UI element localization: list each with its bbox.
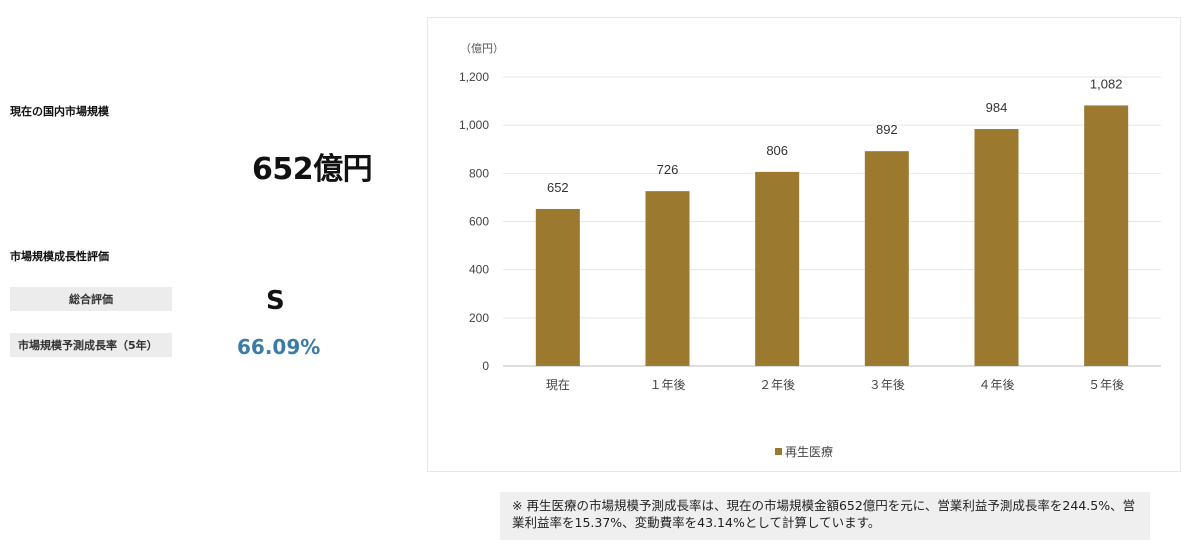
growth-rate-value: 66.09%	[237, 335, 321, 359]
y-tick-label: 800	[469, 166, 489, 180]
legend-label: 再生医療	[785, 445, 833, 459]
bar	[1084, 105, 1129, 366]
y-unit-label: （億円）	[460, 42, 504, 55]
data-label: 806	[766, 143, 788, 158]
data-label: 652	[547, 180, 569, 195]
growth-evaluation-title: 市場規模成長性評価	[10, 250, 109, 263]
x-tick-label: ４年後	[978, 378, 1014, 392]
x-tick-label: ３年後	[869, 378, 905, 392]
data-label: 1,082	[1090, 76, 1123, 91]
legend-swatch	[775, 448, 782, 455]
overall-grade: S	[266, 286, 285, 316]
bar	[755, 171, 800, 366]
bar	[974, 129, 1019, 366]
x-tick-label: １年後	[649, 378, 685, 392]
y-tick-label: 1,000	[459, 118, 489, 132]
bar-chart-svg: （億円） 0 200 400 600 800 1,000 1,200 652 現在 726 １年後 80…	[459, 42, 1161, 459]
data-label: 892	[876, 122, 898, 137]
market-size-value: 652億円	[252, 152, 373, 187]
calculation-note: ※ 再生医療の市場規模予測成長率は、現在の市場規模金額652億円を元に、営業利益…	[500, 492, 1150, 540]
bar	[864, 151, 909, 366]
y-tick-label: 1,200	[459, 70, 489, 84]
market-size-title: 現在の国内市場規模	[10, 105, 109, 118]
bar	[535, 208, 580, 366]
x-tick-label: ２年後	[759, 378, 795, 392]
data-label: 984	[986, 100, 1008, 115]
market-size-chart: （億円） 0 200 400 600 800 1,000 1,200 652 現在 726 １年後 80…	[427, 17, 1181, 472]
y-tick-label: 200	[469, 311, 489, 325]
bar	[645, 191, 690, 366]
y-tick-label: 400	[469, 263, 489, 277]
overall-rating-label: 総合評価	[10, 287, 172, 311]
data-label: 726	[657, 162, 679, 177]
y-tick-label: 0	[482, 359, 489, 373]
x-tick-label: 現在	[546, 378, 570, 392]
x-tick-label: ５年後	[1088, 378, 1124, 392]
market-summary-panel: 現在の国内市場規模 652億円 市場規模成長性評価 総合評価 S 市場規模予測成…	[0, 0, 420, 551]
y-tick-label: 600	[469, 215, 489, 229]
growth-rate-label: 市場規模予測成長率（5年）	[10, 333, 172, 357]
